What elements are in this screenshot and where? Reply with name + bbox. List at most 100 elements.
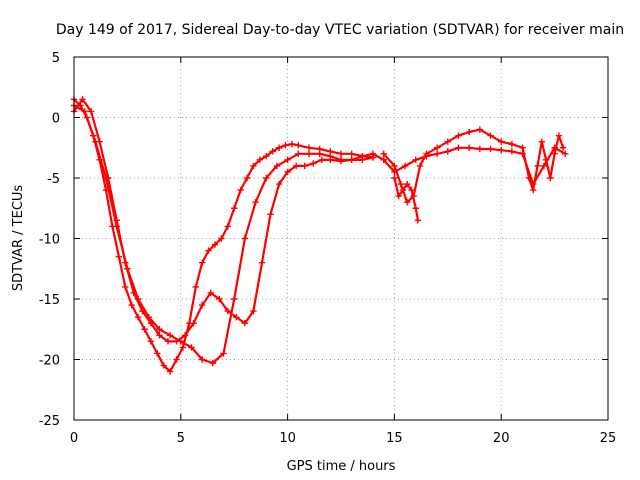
series-track-c — [70, 102, 377, 367]
data-point — [414, 217, 422, 224]
data-point — [391, 162, 398, 170]
data-point — [166, 332, 174, 339]
data-point — [207, 289, 214, 297]
data-point — [562, 150, 569, 157]
data-point — [412, 205, 419, 212]
data-point — [156, 326, 163, 333]
data-point — [292, 162, 300, 170]
data-point — [141, 326, 148, 333]
data-point — [284, 156, 291, 164]
data-point — [559, 144, 567, 151]
y-tick-label: -15 — [39, 293, 60, 308]
data-point — [282, 142, 289, 149]
y-tick-label: 0 — [52, 112, 60, 127]
data-point — [305, 144, 313, 151]
y-tick-label: -10 — [39, 233, 60, 248]
data-point — [188, 344, 195, 351]
data-point — [465, 128, 473, 136]
data-point — [404, 199, 411, 206]
data-point — [487, 132, 494, 139]
data-point — [416, 162, 424, 170]
data-point — [444, 148, 451, 155]
data-point — [404, 180, 411, 188]
data-point — [115, 253, 123, 260]
data-point — [284, 168, 291, 176]
data-point — [220, 350, 227, 357]
data-point — [273, 162, 281, 170]
data-point — [391, 174, 398, 182]
data-point — [241, 235, 249, 242]
series-track-f — [391, 174, 422, 224]
data-point — [455, 144, 462, 151]
data-point — [205, 247, 212, 254]
data-point — [92, 138, 99, 145]
data-point — [263, 153, 270, 160]
data-point — [538, 138, 545, 145]
data-point — [252, 199, 259, 206]
chart-title: Day 149 of 2017, Sidereal Day-to-day VTE… — [56, 22, 624, 38]
series-track-e — [380, 144, 569, 188]
data-point — [337, 150, 345, 157]
data-point — [401, 162, 409, 170]
data-point — [547, 174, 554, 182]
data-point — [192, 283, 199, 291]
data-point — [380, 150, 387, 157]
data-point — [241, 320, 249, 327]
data-point — [455, 132, 462, 139]
data-point — [369, 154, 377, 161]
data-point — [79, 96, 86, 103]
x-tick-label: 20 — [493, 431, 510, 446]
data-point — [179, 344, 187, 351]
data-point — [231, 295, 238, 303]
data-point — [301, 162, 308, 170]
x-tick-label: 10 — [279, 431, 296, 446]
series-group — [70, 96, 569, 375]
data-point — [348, 150, 355, 157]
data-point — [551, 144, 558, 151]
data-point — [399, 186, 407, 194]
y-tick-label: -25 — [39, 414, 60, 429]
data-point — [433, 144, 441, 151]
data-point — [487, 145, 494, 153]
data-point — [209, 359, 217, 367]
data-point — [102, 174, 110, 182]
data-point — [231, 205, 238, 212]
data-point — [81, 108, 88, 115]
data-point — [134, 313, 142, 321]
data-point — [233, 313, 240, 321]
data-point — [551, 150, 558, 157]
data-point — [269, 148, 276, 155]
data-point — [380, 156, 387, 164]
data-point — [530, 186, 537, 194]
data-point — [218, 235, 225, 242]
series-track-a — [70, 96, 377, 375]
data-point — [198, 259, 206, 266]
data-point — [408, 186, 415, 194]
data-point — [316, 150, 323, 157]
data-point — [134, 295, 142, 303]
data-point — [113, 223, 120, 230]
data-point — [465, 144, 473, 151]
data-point — [145, 313, 152, 321]
data-point — [476, 145, 484, 153]
data-point — [166, 368, 174, 375]
y-tick-label: 5 — [52, 51, 60, 66]
data-point — [122, 283, 129, 291]
data-point — [318, 156, 325, 164]
data-point — [519, 150, 526, 157]
data-point — [555, 132, 563, 139]
data-point — [288, 140, 296, 148]
data-point — [295, 150, 302, 157]
x-tick-label: 15 — [386, 431, 403, 446]
data-point — [397, 180, 405, 188]
data-point — [412, 156, 419, 164]
data-point — [160, 362, 167, 369]
data-point — [258, 259, 266, 266]
series-line — [382, 146, 567, 186]
data-point — [267, 211, 274, 218]
y-tick-label: -20 — [39, 354, 60, 369]
data-point — [128, 301, 135, 309]
data-point — [177, 338, 184, 345]
y-axis-label: SDTVAR / TECUs — [11, 185, 26, 292]
